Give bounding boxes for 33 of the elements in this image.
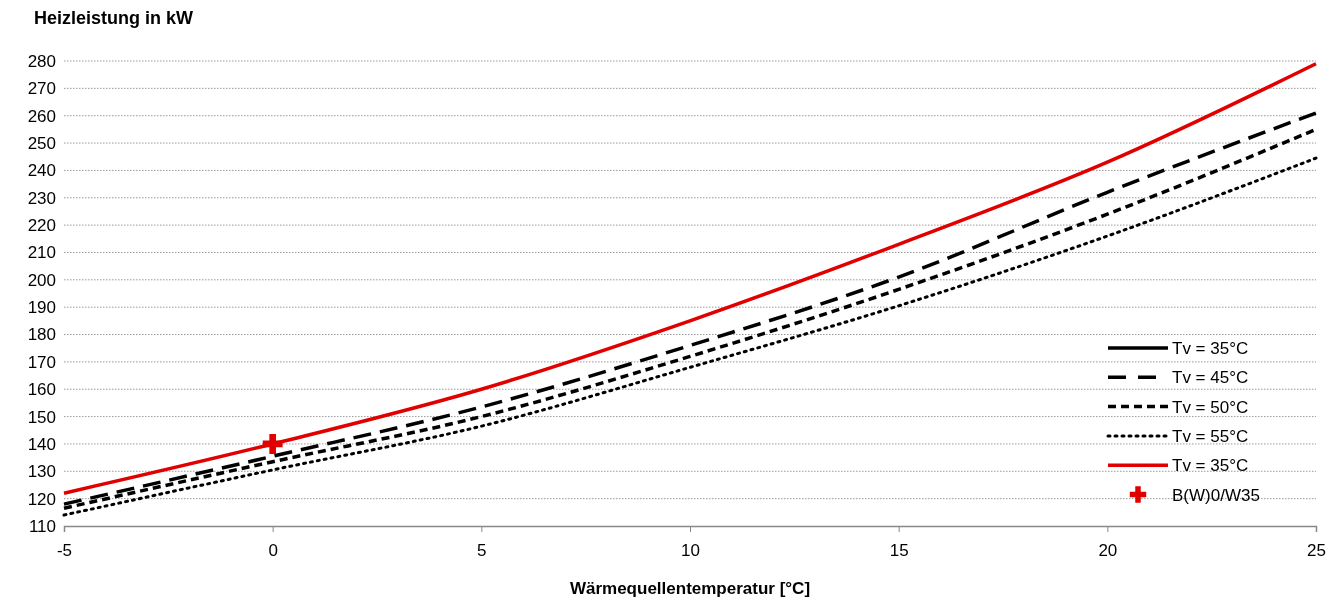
y-tick-label: 180 bbox=[27, 325, 56, 345]
y-tick-label: 280 bbox=[27, 51, 56, 71]
y-tick-label: 230 bbox=[27, 188, 56, 208]
x-tick-label: 5 bbox=[477, 541, 487, 561]
y-tick-label: 160 bbox=[27, 380, 56, 400]
legend-label: Tv = 55°C bbox=[1172, 426, 1249, 446]
legend-label: Tv = 35°C bbox=[1172, 339, 1249, 358]
y-tick-label: 240 bbox=[27, 161, 56, 181]
x-tick-label: 10 bbox=[681, 541, 700, 561]
y-tick-label: 130 bbox=[27, 462, 56, 482]
y-tick-label: 120 bbox=[27, 489, 56, 509]
legend-label: B(W)0/W35 bbox=[1172, 485, 1260, 505]
y-tick-label: 250 bbox=[27, 134, 56, 153]
y-tick-label: 170 bbox=[27, 352, 56, 372]
y-tick-label: 210 bbox=[27, 243, 56, 263]
y-tick-label: 200 bbox=[27, 270, 56, 290]
x-tick-label: -5 bbox=[56, 541, 73, 561]
x-tick-label: 25 bbox=[1307, 541, 1326, 561]
x-tick-label: 20 bbox=[1098, 541, 1118, 561]
x-tick-label: 15 bbox=[889, 541, 909, 561]
y-tick-label: 190 bbox=[27, 298, 56, 318]
y-tick-label: 270 bbox=[27, 79, 56, 99]
y-tick-label: 110 bbox=[28, 516, 56, 536]
legend-label: Tv = 45°C bbox=[1172, 368, 1249, 388]
y-tick-label: 260 bbox=[27, 106, 56, 126]
x-axis-title: Wärmequellentemperatur [°C] bbox=[569, 579, 811, 598]
x-tick-label: 0 bbox=[268, 541, 278, 561]
legend-label: Tv = 50°C bbox=[1172, 397, 1249, 417]
legend-label: Tv = 35°C bbox=[1172, 456, 1249, 476]
y-tick-label: 150 bbox=[27, 407, 56, 427]
y-axis-title: Heizleistung in kW bbox=[34, 8, 194, 28]
y-tick-label: 220 bbox=[27, 216, 56, 236]
y-tick-label: 140 bbox=[27, 434, 56, 454]
